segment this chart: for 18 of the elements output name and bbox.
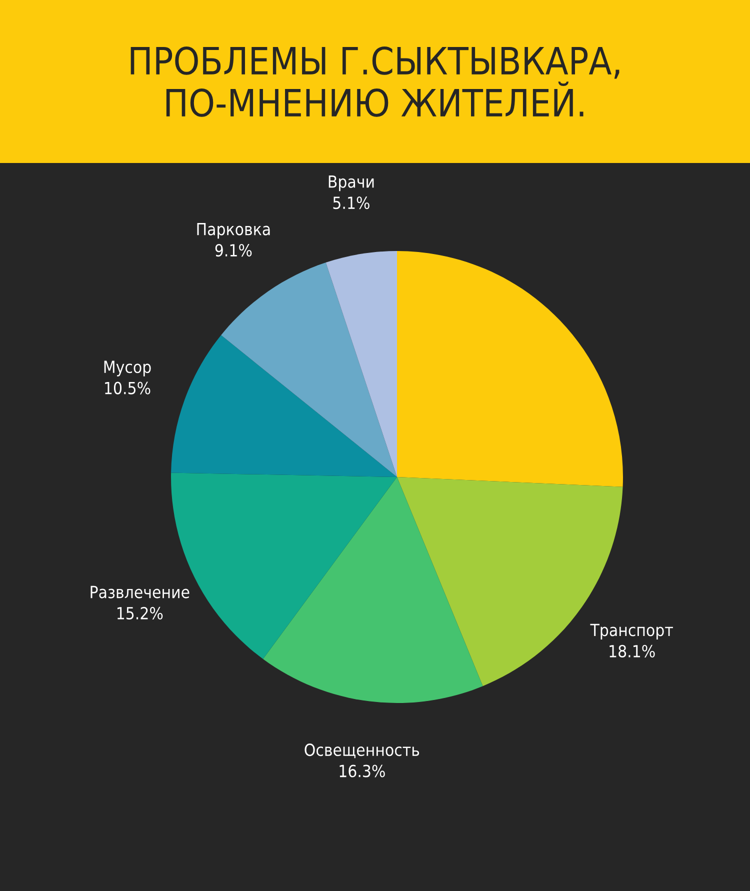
data-label: 5.1%: [333, 196, 370, 210]
slice-label: Освещенность: [304, 744, 420, 758]
slice-label: Транспорт: [590, 624, 673, 640]
pie-slice: [221, 262, 397, 477]
slice-label: Парковка: [197, 222, 270, 239]
chart-title: ПРОБЛЕМЫ Г.СЫКТЫВКАРА, ПО-МНЕНИЮ ЖИТЕЛЕЙ.: [130, 46, 620, 117]
data-label: 9.1%: [215, 244, 252, 257]
pie-slice: [397, 251, 623, 487]
data-label: 15.2%: [117, 606, 163, 620]
pie-slice: [171, 335, 397, 477]
slice-label: Врачи: [328, 176, 374, 192]
slice-label: Развлечение: [90, 586, 190, 598]
data-label: 16.3%: [340, 764, 385, 778]
pie-slice: [326, 251, 397, 477]
data-label: 18.1%: [610, 644, 655, 658]
data-label: 10.5%: [105, 382, 150, 394]
pie-slice: [263, 477, 483, 703]
slice-label: Мусор: [104, 360, 151, 376]
